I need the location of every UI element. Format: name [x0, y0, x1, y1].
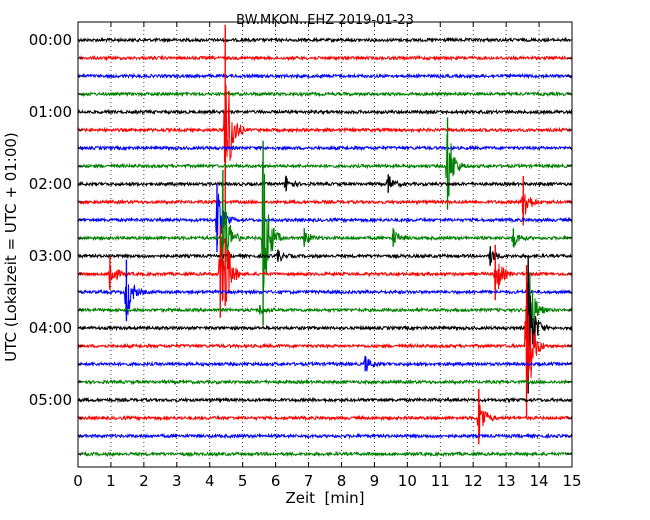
trace-10 — [77, 193, 573, 245]
trace-13 — [77, 247, 573, 305]
trace-21 — [77, 392, 573, 439]
trace-19 — [77, 378, 573, 386]
x-tick-label: 5 — [238, 472, 248, 490]
trace-8 — [77, 175, 573, 191]
y-tick-label: 03:00 — [29, 247, 72, 265]
trace-9 — [77, 194, 573, 216]
y-tick-label: 04:00 — [29, 319, 72, 337]
y-tick-label: 05:00 — [29, 391, 72, 409]
x-tick-label: 11 — [431, 472, 450, 490]
y-tick-label: 01:00 — [29, 103, 72, 121]
x-tick-label: 3 — [172, 472, 182, 490]
x-tick-label: 6 — [271, 472, 281, 490]
y-axis: 00:00 01:00 02:00 03:00 04:00 05:00 — [29, 31, 572, 455]
x-axis: 0 1 2 3 4 5 6 7 8 9 10 11 12 13 14 15 — [73, 22, 582, 490]
x-tick-label: 13 — [497, 472, 516, 490]
trace-23 — [77, 450, 573, 458]
trace-7 — [77, 134, 573, 197]
y-tick-label: 00:00 — [29, 31, 72, 49]
x-tick-label: 15 — [562, 472, 581, 490]
trace-17 — [77, 282, 573, 388]
trace-12 — [77, 250, 573, 267]
x-tick-label: 2 — [139, 472, 149, 490]
trace-6 — [77, 144, 573, 152]
x-tick-label: 14 — [530, 472, 549, 490]
trace-0 — [77, 36, 573, 44]
y-tick-label: 02:00 — [29, 175, 72, 193]
trace-16 — [77, 268, 573, 357]
trace-4 — [77, 108, 573, 116]
x-tick-label: 1 — [106, 472, 116, 490]
traces — [77, 24, 573, 458]
trace-18 — [77, 356, 573, 373]
x-tick-label: 0 — [73, 472, 83, 490]
trace-14 — [77, 283, 573, 316]
x-tick-label: 7 — [304, 472, 314, 490]
x-axis-label: Zeit [min] — [285, 489, 364, 507]
y-axis-label: UTC (Lokalzeit = UTC + 01:00) — [2, 132, 20, 362]
x-tick-label: 4 — [205, 472, 215, 490]
trace-1 — [77, 54, 573, 62]
trace-15 — [77, 289, 573, 324]
trace-22 — [77, 432, 573, 440]
trace-20 — [77, 396, 573, 404]
trace-3 — [77, 90, 573, 98]
chart-title: BW.MKON..EHZ 2019-01-23 — [236, 13, 414, 28]
trace-2 — [77, 72, 573, 80]
x-tick-label: 9 — [370, 472, 380, 490]
x-tick-label: 10 — [398, 472, 417, 490]
x-tick-label: 12 — [464, 472, 483, 490]
trace-5 — [77, 84, 573, 181]
trace-11 — [77, 162, 573, 291]
x-tick-label: 8 — [337, 472, 347, 490]
plot-frame — [77, 21, 573, 468]
